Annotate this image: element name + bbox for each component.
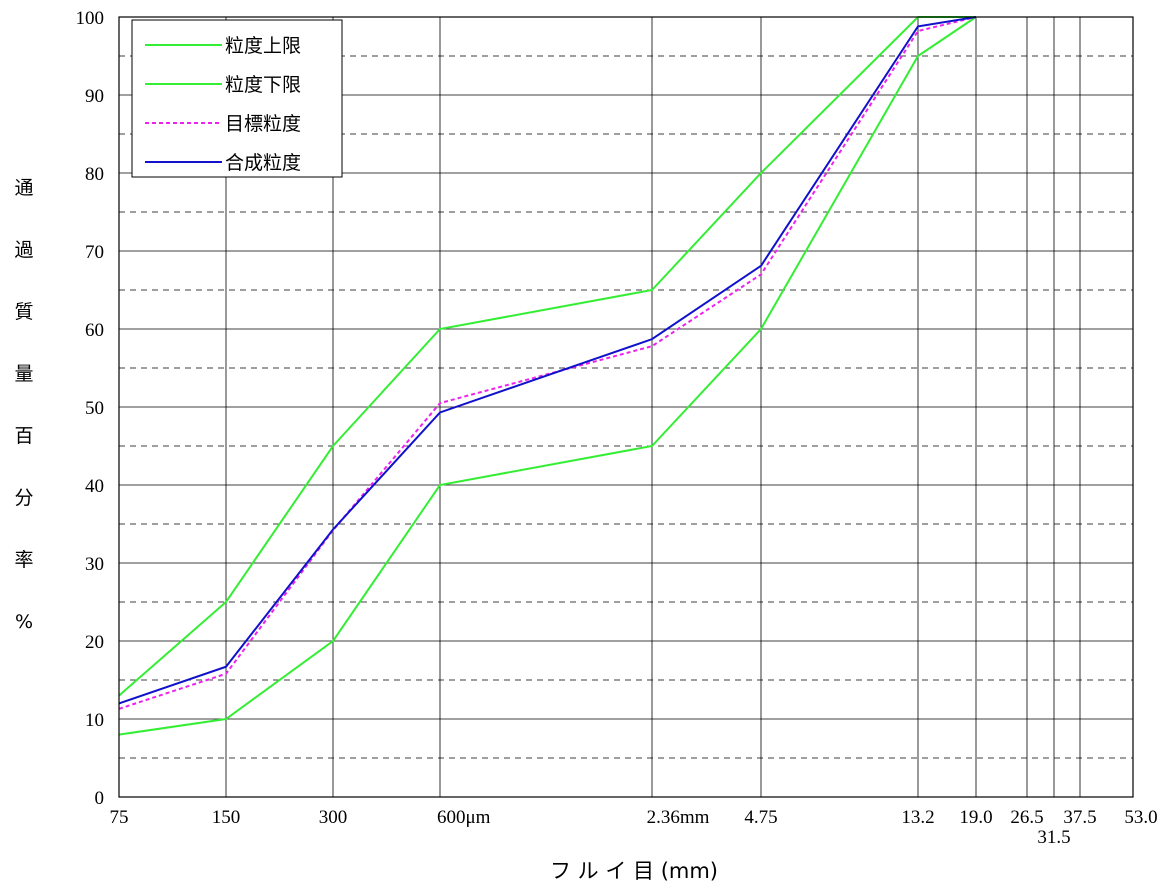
- y-tick-label: 90: [85, 86, 104, 107]
- y-tick-label: 0: [95, 788, 105, 809]
- series-line: [118, 16, 977, 710]
- x-tick-label: 19.0: [959, 807, 992, 828]
- legend-label: 合成粒度: [225, 152, 301, 174]
- x-tick-labels: 75 150 300 600μm 2.36mm 4.75 13.2 19.0 26.531.53…: [110, 807, 1158, 848]
- y-tick-label: 100: [76, 8, 105, 29]
- x-axis-title: フ ル イ 目 (mm): [550, 859, 718, 883]
- series-line: [118, 16, 976, 697]
- legend-box: [131, 19, 343, 178]
- y-tick-label: 60: [85, 320, 104, 341]
- x-tick-label: 150: [212, 807, 241, 828]
- series-line: [118, 16, 977, 705]
- x-tick-label: 26.5: [1010, 807, 1043, 828]
- y-axis-title-char: 質: [14, 301, 33, 323]
- x-tick-label: 13.2: [901, 807, 934, 828]
- y-tick-label: 80: [85, 164, 104, 185]
- y-axis-title-char: 百: [14, 425, 33, 447]
- x-tick-label: 300: [319, 807, 348, 828]
- y-axis-title-char: 分: [14, 487, 33, 509]
- y-axis-title-char: 過: [14, 239, 33, 261]
- x-tick-label: 53.0: [1124, 807, 1157, 828]
- plot-frame: [118, 16, 1134, 798]
- series-layer: [118, 16, 977, 736]
- x-tick-label: 31.5: [1037, 827, 1070, 848]
- y-tick-label: 40: [85, 476, 104, 497]
- x-tick-label: 2.36mm: [647, 807, 710, 828]
- y-axis-title-char: 量: [14, 363, 33, 385]
- x-tick-label: 37.5: [1063, 807, 1096, 828]
- y-tick-label: 50: [85, 398, 104, 419]
- legend-label: 粒度上限: [225, 35, 301, 57]
- y-tick-label: 70: [85, 242, 104, 263]
- x-tick-label: 4.75: [744, 807, 777, 828]
- y-tick-label: 20: [85, 632, 104, 653]
- legend-label: 粒度下限: [225, 74, 301, 96]
- y-axis-title-char: 通: [14, 177, 33, 199]
- legend-label: 目標粒度: [225, 113, 301, 135]
- y-axis-title-char: %: [15, 611, 33, 633]
- x-tick-label: 600μm: [437, 807, 491, 828]
- y-tick-label: 30: [85, 554, 104, 575]
- x-tick-label: 75: [110, 807, 129, 828]
- y-tick-label: 10: [85, 710, 104, 731]
- y-axis-title-char: 率: [14, 549, 33, 571]
- y-tick-labels: 0 10 20 30 40 50 60 70 80 90 100: [76, 8, 105, 809]
- series-line: [118, 16, 977, 736]
